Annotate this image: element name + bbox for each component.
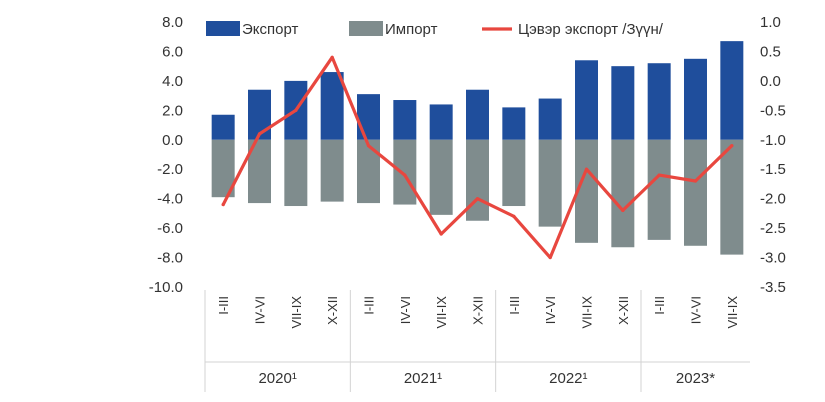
y-right-tick-label: 1.0 (760, 14, 781, 31)
net-export-point (621, 208, 625, 213)
legend-label: Цэвэр экспорт /Зүүн/ (518, 21, 664, 38)
x-category-label: I-III (216, 296, 231, 315)
legend-swatch (206, 21, 240, 36)
x-group-label: 2022¹ (549, 370, 587, 387)
import-bar (684, 139, 707, 246)
import-bar (248, 139, 271, 204)
y-right-tick-label: -3.5 (760, 279, 786, 296)
x-group-label: 2023* (676, 370, 715, 387)
net-export-point (439, 232, 443, 236)
y-right-tick-label: -1.5 (760, 161, 786, 178)
x-category-label: IV-VI (543, 296, 558, 324)
export-bar (466, 89, 489, 140)
x-category-label: X-XII (325, 296, 340, 325)
export-bar (538, 98, 562, 140)
import-bar (393, 139, 417, 205)
net-export-point (693, 179, 698, 183)
y-right-tick-label: -1.0 (760, 132, 786, 149)
net-export-point (330, 55, 334, 59)
y-right-tick-label: -2.0 (760, 191, 786, 208)
y-left-tick-label: -6.0 (157, 220, 183, 237)
export-bar (575, 60, 598, 140)
import-bar (647, 139, 671, 240)
y-left-tick-label: 8.0 (162, 14, 183, 31)
import-bar (538, 139, 562, 227)
export-bar (611, 66, 635, 140)
export-bar (429, 104, 453, 140)
y-left-tick-label: -8.0 (157, 250, 183, 267)
y-right-tick-label: 0.0 (760, 73, 781, 90)
export-bar (357, 94, 380, 140)
import-bar (320, 139, 344, 202)
y-left-tick-label: 0.0 (162, 132, 183, 149)
y-left-tick-label: -2.0 (157, 161, 183, 178)
x-category-label: X-XII (616, 296, 631, 325)
y-left-tick-label: -4.0 (157, 191, 183, 208)
legend-label: Экспорт (242, 21, 298, 38)
y-right-tick-label: -0.5 (760, 102, 786, 119)
net-export-point (657, 173, 661, 177)
net-export-point (475, 197, 480, 201)
import-bar (611, 139, 635, 248)
import-bar (357, 139, 380, 204)
import-bar (575, 139, 598, 243)
y-right-tick-label: -2.5 (760, 220, 786, 237)
import-bar (284, 139, 308, 207)
export-bar (393, 100, 417, 140)
net-export-point (366, 144, 371, 148)
y-left-tick-label: 4.0 (162, 73, 183, 90)
legend: Экспорт Импорт Цэвэр экспорт /Зүүн/ (206, 21, 664, 38)
y-left-tick-label: -10.0 (149, 279, 183, 296)
x-group-label: 2021¹ (404, 370, 442, 387)
export-bar (502, 107, 526, 140)
x-category-label: VII-IX (289, 296, 304, 329)
net-export-point (257, 132, 262, 136)
export-bar (248, 89, 271, 140)
y-right-tick-label: -3.0 (760, 250, 786, 267)
net-export-point (221, 202, 225, 207)
export-bar (647, 63, 671, 140)
x-group-label: 2020¹ (258, 370, 296, 387)
export-bar (211, 114, 235, 140)
x-category-label: IV-VI (398, 296, 413, 324)
x-category-label: VII-IX (725, 296, 740, 329)
x-category-label: IV-VI (253, 296, 268, 324)
x-category-label: VII-IX (434, 296, 449, 329)
import-bar (502, 139, 526, 207)
y-left-tick-label: 6.0 (162, 43, 183, 60)
y-right-tick-label: 0.5 (760, 43, 781, 60)
export-bar (720, 41, 744, 140)
export-bar (320, 72, 344, 140)
x-category-label: X-XII (471, 296, 486, 325)
x-category-label: I-III (507, 296, 522, 315)
net-export-point (294, 108, 298, 112)
x-category-label: IV-VI (689, 296, 704, 324)
legend-swatch (349, 21, 383, 36)
import-bar (211, 139, 235, 198)
x-category-label: I-III (362, 296, 377, 315)
export-bar (684, 58, 707, 140)
y-left-tick-label: 2.0 (162, 102, 183, 119)
x-category-label: I-III (652, 296, 667, 315)
import-bar (429, 139, 453, 215)
net-export-point (584, 167, 589, 171)
net-export-point (512, 214, 516, 218)
import-bar (720, 139, 744, 255)
x-category-label: VII-IX (580, 296, 595, 329)
legend-label: Импорт (385, 21, 438, 38)
net-export-point (403, 173, 407, 177)
net-export-point (548, 255, 552, 260)
net-export-point (730, 144, 734, 148)
